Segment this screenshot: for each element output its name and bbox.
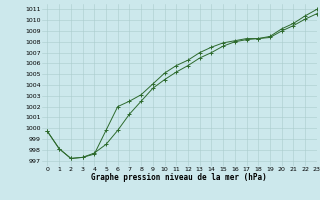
X-axis label: Graphe pression niveau de la mer (hPa): Graphe pression niveau de la mer (hPa) bbox=[91, 173, 267, 182]
